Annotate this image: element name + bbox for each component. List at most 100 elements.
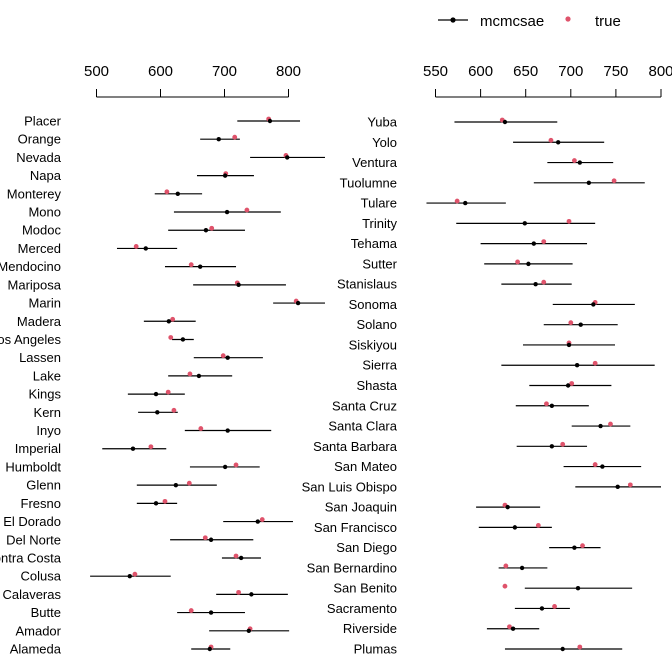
row-san-francisco: San Francisco xyxy=(314,520,552,535)
row-label: San Benito xyxy=(333,581,397,596)
true-point xyxy=(188,262,194,268)
true-point xyxy=(244,207,250,213)
true-point xyxy=(572,158,577,163)
row-fresno: Fresno xyxy=(21,496,178,511)
true-point xyxy=(165,389,171,395)
estimate-point xyxy=(505,504,510,510)
row-label: Solano xyxy=(357,317,397,332)
row-yuba: Yuba xyxy=(367,115,558,130)
row-santa-cruz: Santa Cruz xyxy=(332,398,589,413)
row-glenn: Glenn xyxy=(26,478,217,493)
row-lake: Lake xyxy=(33,368,233,383)
estimate-point xyxy=(180,337,186,342)
row-mendocino: Mendocino xyxy=(0,259,237,274)
row-label: Imperial xyxy=(15,441,61,456)
row-label: Mono xyxy=(28,205,61,220)
true-point xyxy=(132,571,138,577)
true-point xyxy=(503,563,509,569)
true-point xyxy=(515,259,520,265)
estimate-point xyxy=(236,282,241,288)
row-label: Yuba xyxy=(367,115,397,130)
estimate-point xyxy=(586,180,592,186)
row-napa: Napa xyxy=(30,168,254,183)
estimate-point xyxy=(531,241,537,246)
row-plumas: Plumas xyxy=(354,642,623,657)
x-tick-label: 650 xyxy=(513,63,538,80)
true-point xyxy=(170,316,176,322)
row-san-joaquin: San Joaquin xyxy=(325,500,541,515)
estimate-point xyxy=(246,628,252,633)
true-point xyxy=(148,444,154,450)
estimate-point xyxy=(519,565,525,571)
legend: mcmcsae true xyxy=(438,13,621,30)
row-lassen: Lassen xyxy=(19,350,263,365)
row-label: Butte xyxy=(31,605,61,620)
row-merced: Merced xyxy=(18,241,178,256)
row-label: San Joaquin xyxy=(325,500,397,515)
row-label: Lassen xyxy=(19,350,61,365)
true-point xyxy=(171,407,177,413)
estimate-point xyxy=(463,200,468,206)
row-mariposa: Mariposa xyxy=(8,277,286,292)
row-los-angeles: Los Angeles xyxy=(0,332,194,347)
row-humboldt: Humboldt xyxy=(5,459,260,474)
row-mono: Mono xyxy=(28,205,281,220)
true-point xyxy=(608,421,613,427)
legend-mcmcsae-dot xyxy=(450,17,456,23)
estimate-point xyxy=(591,302,596,307)
estimate-point xyxy=(600,464,605,469)
true-point xyxy=(568,320,574,326)
estimate-point xyxy=(577,160,583,165)
row-imperial: Imperial xyxy=(15,441,167,456)
estimate-point xyxy=(566,342,572,348)
estimate-point xyxy=(222,173,228,178)
estimate-point xyxy=(578,322,583,327)
row-label: Ventura xyxy=(352,155,398,170)
row-label: Monterey xyxy=(7,186,62,201)
estimate-point xyxy=(153,391,159,397)
row-label: Shasta xyxy=(357,378,398,393)
row-riverside: Riverside xyxy=(343,621,540,636)
row-label: Contra Costa xyxy=(0,550,62,565)
estimate-point xyxy=(575,585,581,591)
true-point xyxy=(187,371,193,377)
row-orange: Orange xyxy=(18,132,240,147)
row-label: Orange xyxy=(18,132,61,147)
legend-true-label: true xyxy=(595,13,621,30)
row-label: Los Angeles xyxy=(0,332,61,347)
estimate-point xyxy=(549,444,555,449)
row-amador: Amador xyxy=(15,623,290,638)
true-point xyxy=(232,134,238,140)
row-label: Kings xyxy=(28,387,61,402)
row-label: Fresno xyxy=(21,496,61,511)
row-label: Inyo xyxy=(36,423,61,438)
row-label: Merced xyxy=(18,241,61,256)
true-point xyxy=(560,441,566,447)
row-label: Riverside xyxy=(343,621,397,636)
row-label: Del Norte xyxy=(6,532,61,547)
row-label: Sutter xyxy=(362,256,397,271)
estimate-point xyxy=(267,118,273,124)
row-label: Santa Clara xyxy=(328,419,397,434)
row-kings: Kings xyxy=(28,387,185,402)
true-point xyxy=(188,608,194,613)
estimate-point xyxy=(533,281,538,287)
row-inyo: Inyo xyxy=(36,423,272,438)
row-ventura: Ventura xyxy=(352,155,614,170)
true-point xyxy=(209,225,215,231)
true-point xyxy=(168,335,174,340)
true-point xyxy=(544,401,549,407)
row-label: Plumas xyxy=(354,642,398,657)
row-label: San Francisco xyxy=(314,520,397,535)
row-solano: Solano xyxy=(357,317,618,332)
estimate-point xyxy=(549,403,555,408)
row-label: San Mateo xyxy=(334,459,397,474)
row-san-benito: San Benito xyxy=(333,581,633,596)
estimate-point xyxy=(222,464,228,470)
row-madera: Madera xyxy=(17,314,196,329)
estimate-point xyxy=(203,228,209,233)
true-point xyxy=(162,498,168,504)
row-san-bernardino: San Bernardino xyxy=(307,560,548,575)
true-point xyxy=(259,517,265,522)
